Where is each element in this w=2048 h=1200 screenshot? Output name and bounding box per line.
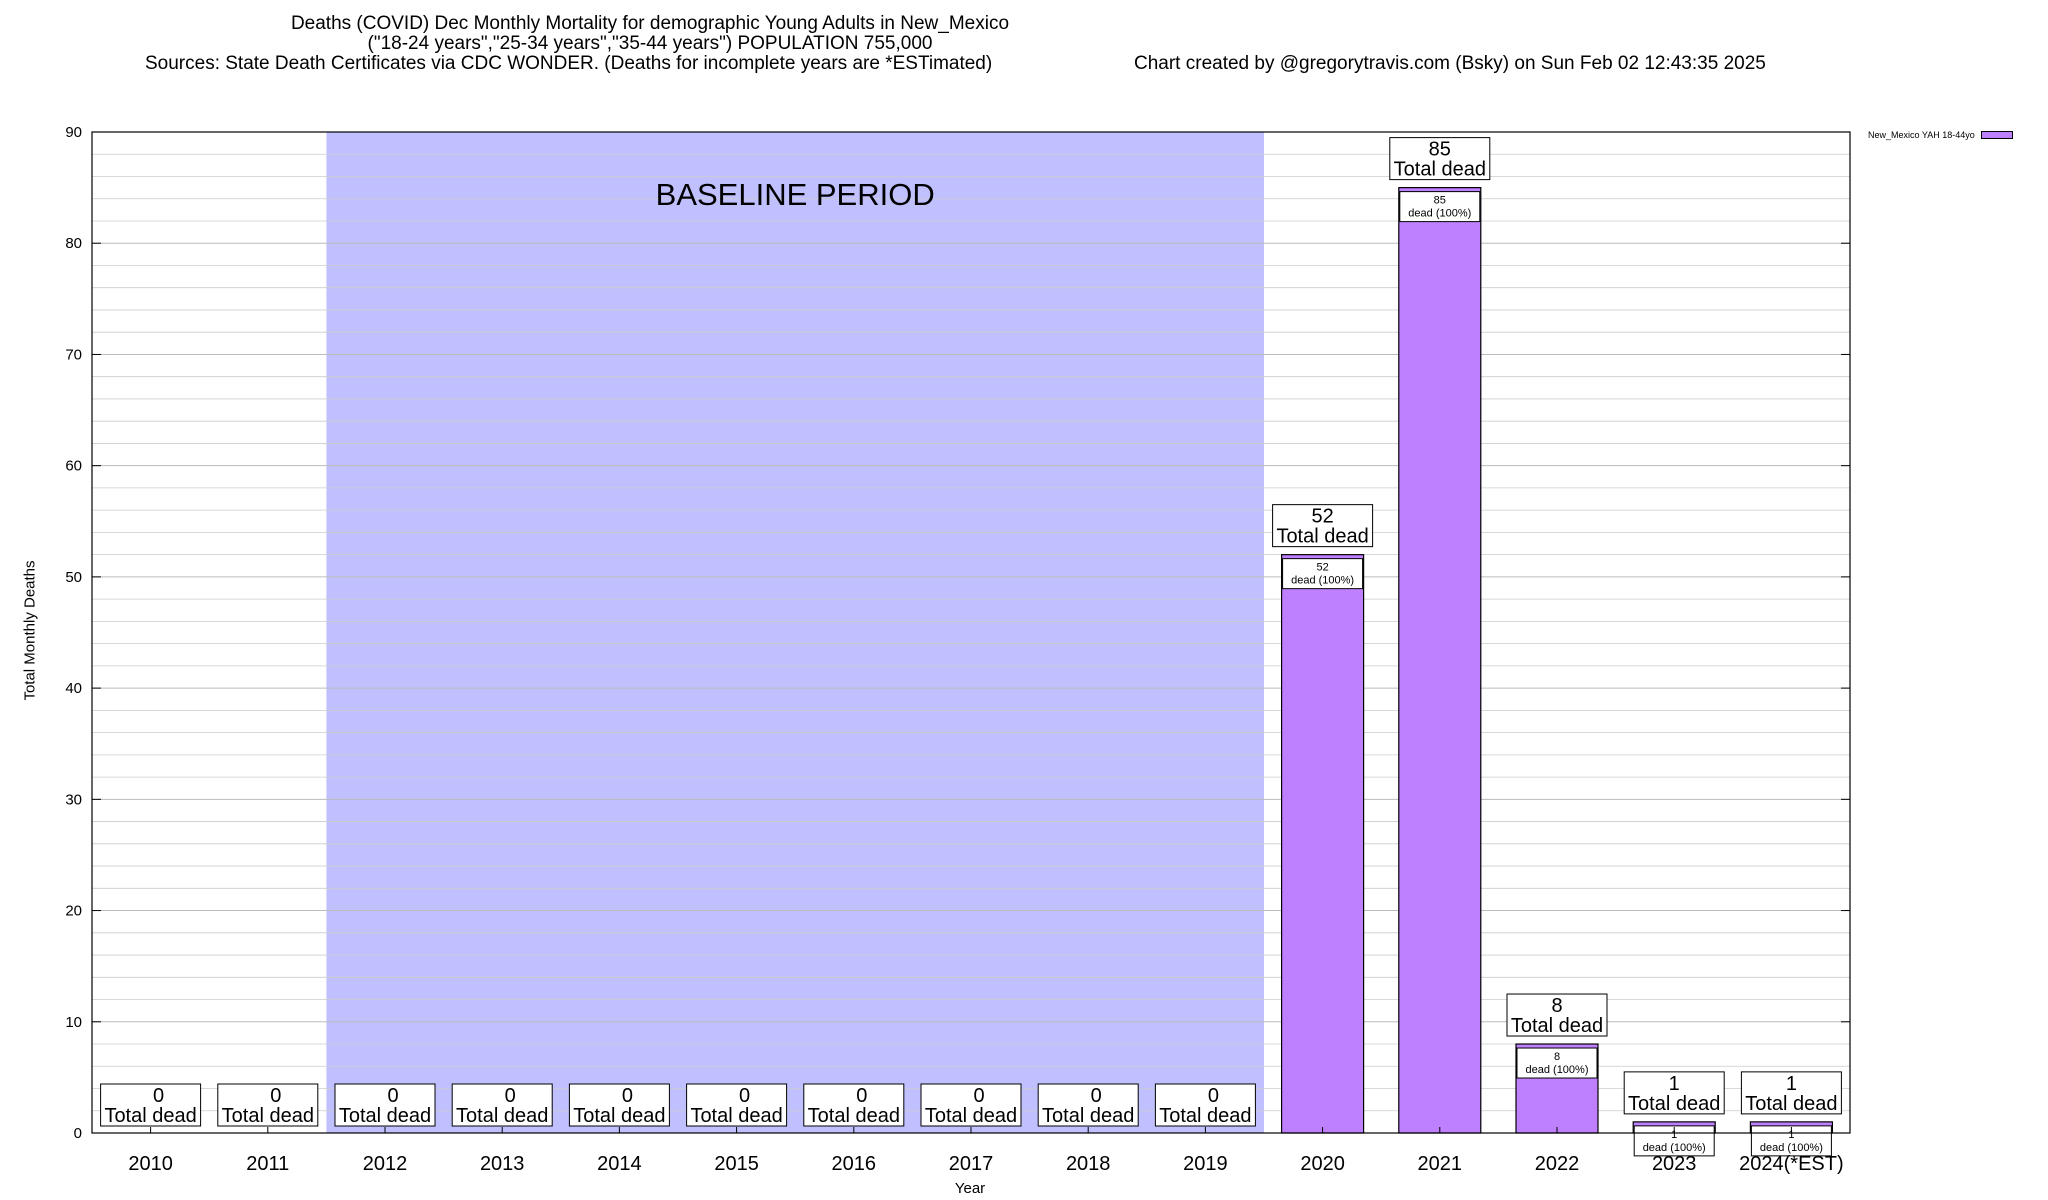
total-label-box — [686, 1083, 788, 1127]
baseline-region — [326, 132, 1264, 1133]
total-value-label: 0 — [1208, 1085, 1219, 1107]
y-tick-label: 40 — [65, 680, 82, 697]
total-label-box — [334, 1083, 436, 1127]
total-text-label: Total dead — [1042, 1105, 1134, 1127]
total-value-label: 0 — [505, 1085, 516, 1107]
segment-label-box — [1399, 191, 1481, 223]
legend-swatch — [1980, 131, 2013, 139]
total-text-label: Total dead — [573, 1105, 665, 1127]
segment-value-label: 1 — [1671, 1129, 1677, 1141]
total-value-label: 0 — [1091, 1085, 1102, 1107]
total-text-label: Total dead — [222, 1105, 314, 1127]
y-tick-label: 0 — [74, 1125, 82, 1142]
total-label-box — [1272, 504, 1374, 548]
total-value-label: 0 — [739, 1085, 750, 1107]
segment-label-box — [1282, 558, 1364, 590]
total-text-label: Total dead — [1745, 1093, 1837, 1115]
chart-title: Deaths (COVID) Dec Monthly Mortality for… — [290, 13, 1010, 34]
total-value-label: 8 — [1551, 995, 1562, 1017]
total-text-label: Total dead — [456, 1105, 548, 1127]
segment-percent-label: dead (100%) — [1760, 1142, 1823, 1154]
x-tick-label: 2021 — [1418, 1153, 1463, 1175]
total-value-label: 0 — [622, 1085, 633, 1107]
segment-percent-label: dead (100%) — [1643, 1142, 1706, 1154]
total-text-label: Total dead — [104, 1105, 196, 1127]
y-tick-label: 60 — [65, 458, 82, 475]
total-label-box — [1506, 993, 1608, 1037]
y-tick-label: 50 — [65, 569, 82, 586]
total-label-box — [1389, 137, 1491, 181]
chart-credit: Chart created by @gregorytravis.com (Bsk… — [1134, 53, 1766, 74]
total-value-label: 0 — [153, 1085, 164, 1107]
segment-label-box — [1516, 1047, 1598, 1079]
y-axis-label: Total Monthly Deaths — [21, 560, 39, 701]
total-value-label: 0 — [270, 1085, 281, 1107]
segment-percent-label: dead (100%) — [1526, 1064, 1589, 1076]
chart-subtitle: ("18-24 years","25-34 years","35-44 year… — [367, 33, 933, 54]
total-value-label: 1 — [1786, 1073, 1797, 1095]
segment-value-label: 1 — [1788, 1129, 1794, 1141]
chart-sources: Sources: State Death Certificates via CD… — [145, 53, 993, 74]
total-label-box — [920, 1083, 1022, 1127]
y-tick-label: 20 — [65, 903, 82, 920]
total-label-box — [1623, 1071, 1725, 1115]
total-value-label: 0 — [387, 1085, 398, 1107]
total-text-label: Total dead — [1276, 526, 1368, 548]
total-label-box — [1154, 1083, 1256, 1127]
total-text-label: Total dead — [339, 1105, 431, 1127]
x-tick-label: 2012 — [363, 1153, 408, 1175]
chart-legend: New_Mexico YAH 18-44yo — [1868, 130, 2013, 140]
bar — [1280, 554, 1365, 1134]
x-tick-label: 2019 — [1183, 1153, 1228, 1175]
y-tick-label: 30 — [65, 791, 82, 808]
total-value-label: 1 — [1669, 1073, 1680, 1095]
plot-frame — [91, 131, 1851, 1134]
total-value-label: 0 — [856, 1085, 867, 1107]
x-axis-label: Year — [954, 1180, 986, 1197]
bar — [1398, 187, 1482, 1134]
segment-value-label: 85 — [1434, 195, 1446, 207]
total-text-label: Total dead — [808, 1105, 900, 1127]
segment-percent-label: dead (100%) — [1291, 575, 1354, 587]
total-text-label: Total dead — [1628, 1093, 1720, 1115]
x-tick-label: 2016 — [832, 1153, 877, 1175]
y-tick-label: 10 — [65, 1014, 82, 1031]
total-value-label: 52 — [1311, 506, 1333, 528]
x-tick-label: 2013 — [480, 1153, 525, 1175]
total-text-label: Total dead — [1394, 159, 1486, 181]
x-tick-label: 2015 — [714, 1153, 759, 1175]
total-label-box — [1740, 1071, 1842, 1115]
total-text-label: Total dead — [690, 1105, 782, 1127]
x-tick-label: 2020 — [1300, 1153, 1345, 1175]
total-value-label: 85 — [1429, 139, 1451, 161]
total-label-box — [100, 1083, 202, 1127]
x-tick-label: 2022 — [1535, 1153, 1580, 1175]
segment-value-label: 8 — [1554, 1051, 1560, 1063]
segment-value-label: 52 — [1316, 562, 1328, 574]
y-tick-label: 90 — [65, 124, 82, 141]
baseline-annotation: BASELINE PERIOD — [656, 177, 935, 212]
x-tick-label: 2023 — [1652, 1153, 1697, 1175]
x-tick-label: 2011 — [246, 1153, 289, 1175]
chart-title-block: Deaths (COVID) Dec Monthly Mortality for… — [0, 14, 1300, 54]
total-label-box — [568, 1083, 670, 1127]
segment-percent-label: dead (100%) — [1408, 208, 1471, 220]
total-text-label: Total dead — [925, 1105, 1017, 1127]
total-text-label: Total dead — [1159, 1105, 1251, 1127]
total-label-box — [451, 1083, 553, 1127]
x-tick-label: 2024(*EST) — [1739, 1153, 1844, 1175]
y-tick-label: 70 — [65, 346, 82, 363]
x-tick-label: 2014 — [597, 1153, 642, 1175]
total-label-box — [1037, 1083, 1139, 1127]
legend-label: New_Mexico YAH 18-44yo — [1868, 130, 1975, 140]
y-tick-label: 80 — [65, 235, 82, 252]
x-tick-label: 2017 — [949, 1153, 994, 1175]
x-tick-label: 2018 — [1066, 1153, 1111, 1175]
total-label-box — [803, 1083, 905, 1127]
x-tick-label: 2010 — [128, 1153, 173, 1175]
total-label-box — [217, 1083, 319, 1127]
total-value-label: 0 — [973, 1085, 984, 1107]
total-text-label: Total dead — [1511, 1015, 1603, 1037]
